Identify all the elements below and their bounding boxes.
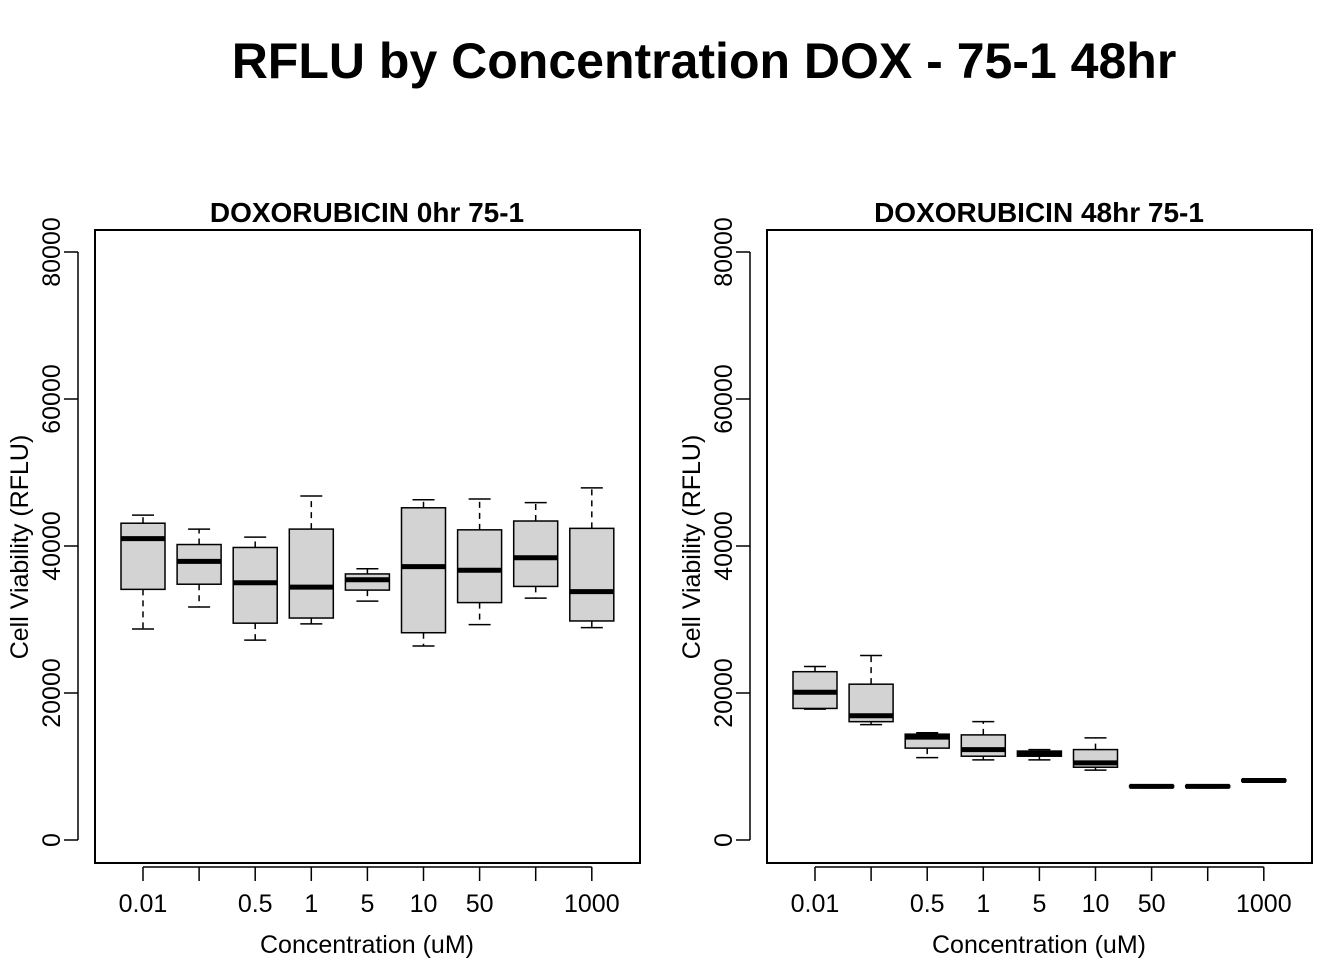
box-body [176, 543, 222, 585]
chart-panel-2: DOXORUBICIN 48hr 75-1 0 20000 40000 60000 800… [678, 197, 1313, 959]
x-tick-label: 1 [976, 890, 990, 918]
panel-title: DOXORUBICIN 48hr 75-1 [874, 197, 1204, 228]
box-7 [456, 498, 503, 626]
box-6 [400, 498, 447, 647]
box-4 [288, 495, 335, 625]
x-tick-label: 50 [466, 890, 494, 918]
x-axis-label: Concentration (uM) [932, 931, 1146, 959]
box-1 [120, 514, 166, 630]
x-tick-label: 1000 [564, 890, 620, 918]
y-tick-label: 0 [38, 833, 66, 847]
y-axis-label: Cell Viability (RFLU) [6, 435, 34, 660]
plot-frame [766, 229, 1313, 864]
x-tick-label: 5 [1032, 890, 1046, 918]
x-tick-label: 0.01 [119, 890, 168, 918]
box-body [512, 520, 559, 588]
box-8 [1184, 783, 1231, 789]
panel-title: DOXORUBICIN 0hr 75-1 [210, 197, 524, 228]
y-tick-label: 60000 [38, 364, 66, 434]
box-4 [960, 720, 1007, 761]
box-5 [344, 568, 391, 602]
x-tick-label: 0.5 [238, 890, 273, 918]
box-body [232, 546, 278, 624]
box-3 [232, 536, 278, 641]
box-9 [1241, 777, 1287, 783]
box-body [120, 522, 166, 591]
y-tick-label: 80000 [38, 217, 66, 287]
x-axis-label: Concentration (uM) [260, 931, 474, 959]
box-7 [1128, 783, 1175, 789]
box-2 [176, 528, 222, 608]
y-tick-label: 40000 [38, 511, 66, 581]
box-body [288, 528, 335, 619]
x-tick-label: 50 [1138, 890, 1166, 918]
box-5 [1016, 748, 1063, 761]
y-axis-label: Cell Viability (RFLU) [678, 435, 706, 660]
y-tick-label: 0 [710, 833, 738, 847]
x-tick-label: 0.01 [791, 890, 840, 918]
box-body [569, 527, 615, 622]
y-tick-label: 80000 [710, 217, 738, 287]
x-tick-label: 10 [410, 890, 438, 918]
y-tick-label: 20000 [38, 658, 66, 728]
plot-frame [94, 229, 641, 864]
box-3 [904, 731, 950, 759]
box-9 [569, 487, 615, 629]
figure-title: RFLU by Concentration DOX - 75-1 48hr [231, 33, 1177, 89]
box-body [960, 734, 1007, 757]
y-tick-label: 20000 [710, 658, 738, 728]
box-8 [512, 501, 559, 599]
x-tick-label: 5 [360, 890, 374, 918]
y-tick-label: 40000 [710, 511, 738, 581]
y-tick-label: 60000 [710, 364, 738, 434]
box-1 [792, 665, 838, 710]
box-6 [1072, 737, 1119, 771]
x-tick-label: 0.5 [910, 890, 945, 918]
x-tick-label: 1000 [1236, 890, 1292, 918]
x-tick-label: 1 [304, 890, 318, 918]
box-2 [848, 654, 894, 726]
x-tick-label: 10 [1082, 890, 1110, 918]
chart-panel-1: DOXORUBICIN 0hr 75-1 0 20000 40000 60000 8000… [6, 197, 641, 959]
box-body [456, 529, 503, 604]
box-body [400, 507, 447, 634]
